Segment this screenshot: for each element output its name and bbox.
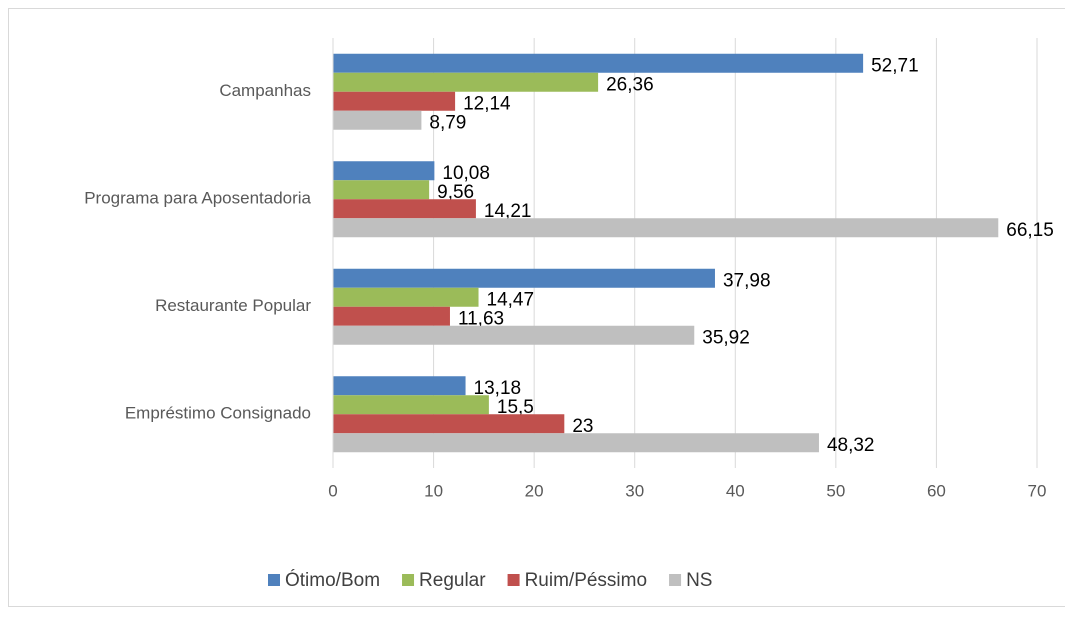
bar: [333, 73, 598, 92]
data-label: 37,98: [723, 270, 771, 291]
bar: [333, 161, 434, 180]
bar: [333, 180, 429, 199]
bar: [333, 433, 819, 452]
y-tick-label: Restaurante Popular: [155, 296, 311, 315]
x-tick-label: 0: [328, 481, 337, 500]
y-tick-label: Empréstimo Consignado: [125, 404, 311, 423]
data-label: 10,08: [442, 163, 490, 184]
x-tick-label: 10: [424, 481, 443, 500]
data-label: 52,71: [871, 55, 919, 76]
bar: [333, 92, 455, 111]
x-tick-label: 70: [1028, 481, 1047, 500]
x-tick-label: 50: [826, 481, 845, 500]
bar: [333, 218, 998, 237]
y-tick-label: Programa para Aposentadoria: [84, 189, 311, 208]
x-tick-label: 30: [625, 481, 644, 500]
data-label: 66,15: [1006, 220, 1054, 241]
bar: [333, 395, 489, 414]
legend-swatch: [402, 574, 414, 586]
data-label: 14,47: [487, 289, 535, 310]
legend-label: Ruim/Péssimo: [525, 570, 647, 591]
bar: [333, 111, 421, 130]
bar: [333, 307, 450, 326]
bar: [333, 376, 466, 395]
bar: [333, 414, 564, 433]
bar: [333, 54, 863, 73]
bar: [333, 199, 476, 218]
data-label: 8,79: [429, 112, 466, 133]
y-tick-label: Campanhas: [219, 81, 311, 100]
x-tick-label: 40: [726, 481, 745, 500]
legend-swatch: [508, 574, 520, 586]
data-label: 26,36: [606, 74, 654, 95]
legend-label: Ótimo/Bom: [285, 569, 380, 591]
legend-label: NS: [686, 570, 712, 591]
legend-swatch: [268, 574, 280, 586]
data-label: 48,32: [827, 435, 875, 456]
data-label: 12,14: [463, 93, 511, 114]
bar: [333, 326, 694, 345]
data-label: 35,92: [702, 327, 750, 348]
x-tick-label: 60: [927, 481, 946, 500]
x-tick-label: 20: [525, 481, 544, 500]
legend-label: Regular: [419, 570, 486, 591]
legend-swatch: [669, 574, 681, 586]
bar: [333, 288, 479, 307]
bar: [333, 269, 715, 288]
